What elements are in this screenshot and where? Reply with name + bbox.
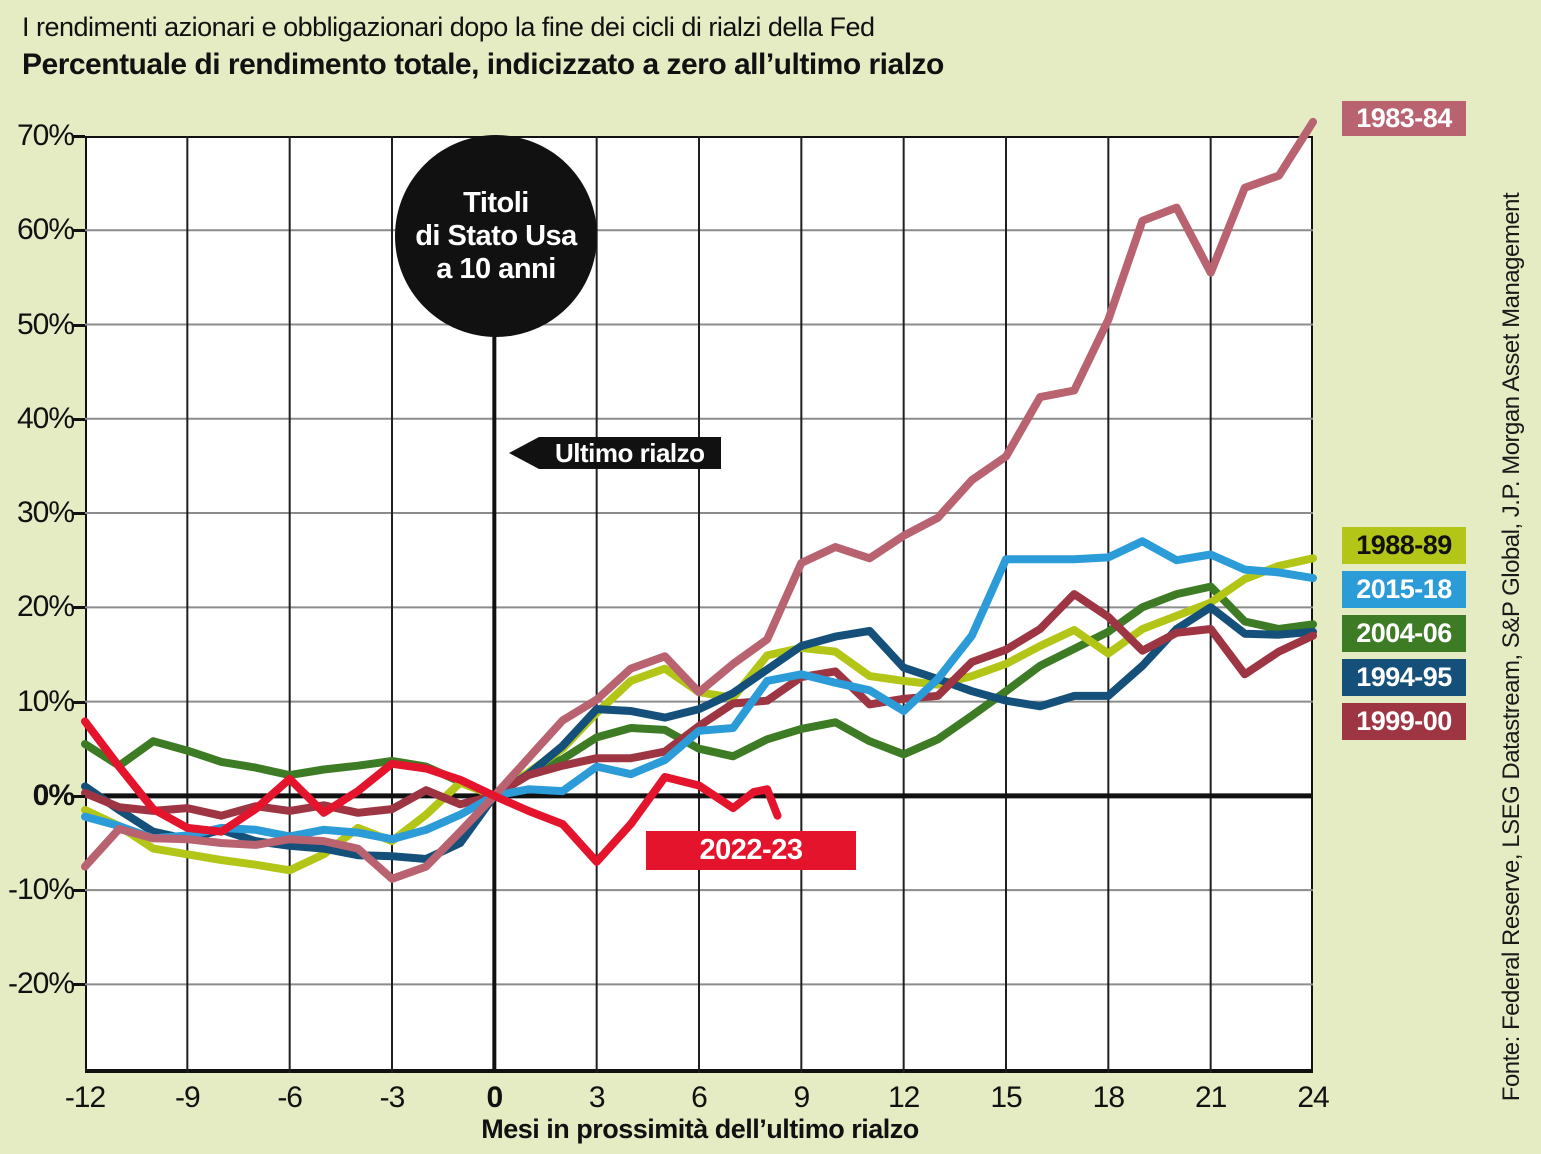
annotation-circle-line2: di Stato Usa: [415, 220, 577, 253]
legend-1988-89: 1988-89: [1342, 527, 1466, 564]
y-tick-mark: [72, 606, 85, 609]
x-tick-label: 6: [654, 1080, 744, 1116]
legend-1994-95: 1994-95: [1342, 659, 1466, 696]
x-tick-label: -12: [40, 1080, 130, 1116]
x-tick-label: 0: [449, 1080, 539, 1116]
left-arrow-icon: [509, 437, 539, 469]
y-tick-mark: [72, 229, 85, 232]
y-tick-mark: [72, 701, 85, 704]
y-tick-label: 20%: [0, 588, 74, 626]
y-tick-label: -10%: [0, 871, 74, 909]
annotation-circle: Titoli di Stato Usa a 10 anni: [395, 135, 597, 337]
y-tick-mark: [72, 889, 85, 892]
y-tick-label: 40%: [0, 400, 74, 438]
x-tick-label: -9: [142, 1080, 232, 1116]
x-tick-label: 24: [1268, 1080, 1358, 1116]
legend-2015-18: 2015-18: [1342, 571, 1466, 608]
legend-2004-06: 2004-06: [1342, 615, 1466, 652]
y-tick-mark: [72, 512, 85, 515]
legend-1983-84: 1983-84: [1342, 101, 1466, 136]
x-tick-label: -3: [347, 1080, 437, 1116]
annotation-circle-line3: a 10 anni: [436, 253, 556, 286]
x-tick-label: 12: [859, 1080, 949, 1116]
x-tick-label: 9: [756, 1080, 846, 1116]
y-tick-mark: [72, 983, 85, 986]
x-tick-label: 21: [1166, 1080, 1256, 1116]
y-tick-label: 50%: [0, 306, 74, 344]
plot-area: [85, 136, 1313, 1073]
chart-kicker: I rendimenti azionari e obbligazionari d…: [22, 12, 875, 43]
line-chart: [85, 136, 1313, 1073]
source-note: Fonte: Federal Reserve, LSEG Datastream,…: [1497, 142, 1527, 1152]
series-label-2022-23: 2022-23: [646, 831, 856, 870]
y-tick-mark: [72, 795, 85, 798]
y-tick-label: 60%: [0, 211, 74, 249]
x-tick-label: 18: [1063, 1080, 1153, 1116]
y-tick-mark: [72, 418, 85, 421]
y-tick-mark: [72, 324, 85, 327]
x-tick-label: -6: [245, 1080, 335, 1116]
x-axis-title: Mesi in prossimità dell’ultimo rialzo: [400, 1114, 1000, 1145]
y-tick-label: 70%: [0, 117, 74, 155]
legend-1999-00: 1999-00: [1342, 703, 1466, 740]
y-tick-label: 30%: [0, 494, 74, 532]
x-tick-label: 15: [961, 1080, 1051, 1116]
last-hike-annotation: Ultimo rialzo: [509, 437, 721, 469]
chart-title: Percentuale di rendimento totale, indici…: [22, 48, 944, 82]
y-tick-label: 10%: [0, 683, 74, 721]
infographic-page: I rendimenti azionari e obbligazionari d…: [0, 0, 1541, 1154]
annotation-circle-line1: Titoli: [463, 187, 529, 220]
x-tick-label: 3: [552, 1080, 642, 1116]
y-tick-label: 0%: [0, 777, 74, 815]
last-hike-label: Ultimo rialzo: [539, 437, 721, 469]
y-tick-mark: [72, 135, 85, 138]
y-tick-label: -20%: [0, 965, 74, 1003]
